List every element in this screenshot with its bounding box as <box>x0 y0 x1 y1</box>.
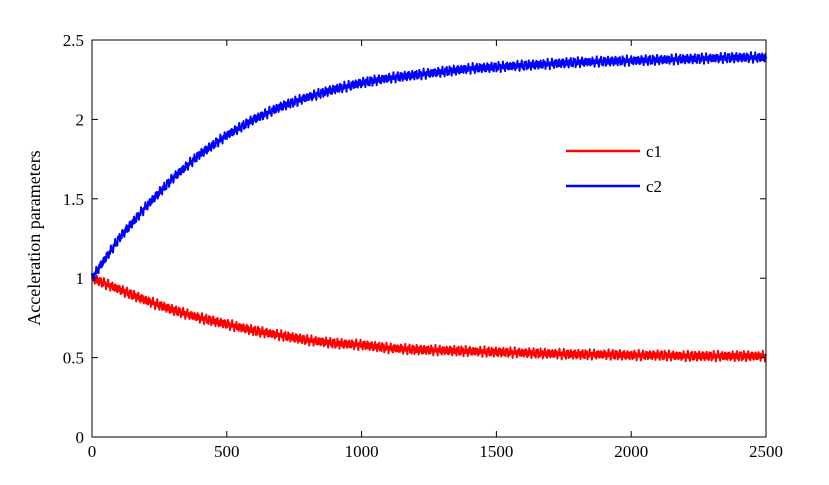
x-tick-label: 1500 <box>479 442 513 461</box>
axis-ticks <box>91 39 767 438</box>
y-tick-label: 2 <box>76 110 85 129</box>
plot-area <box>91 51 767 363</box>
x-tick-label: 2500 <box>749 442 783 461</box>
legend-label-c1: c1 <box>646 142 662 161</box>
x-tick-label: 500 <box>214 442 240 461</box>
x-axis-tick-labels: 0 500 1000 1500 2000 2500 <box>88 442 783 461</box>
y-tick-label: 0 <box>76 428 85 447</box>
y-tick-label: 1 <box>76 269 85 288</box>
x-tick-label: 2000 <box>614 442 648 461</box>
series-line-c2 <box>91 51 767 282</box>
y-tick-label: 0.5 <box>63 349 84 368</box>
x-tick-label: 0 <box>88 442 97 461</box>
legend: c1 c2 <box>566 142 662 196</box>
plot-frame <box>91 39 767 438</box>
y-tick-label: 1.5 <box>63 190 84 209</box>
y-axis-tick-labels: 0 0.5 1 1.5 2 2.5 <box>63 31 84 447</box>
y-axis-label: Acceleration parameters <box>24 150 44 325</box>
legend-label-c2: c2 <box>646 177 662 196</box>
x-tick-label: 1000 <box>345 442 379 461</box>
series-line-c1 <box>91 273 767 363</box>
y-tick-label: 2.5 <box>63 31 84 50</box>
